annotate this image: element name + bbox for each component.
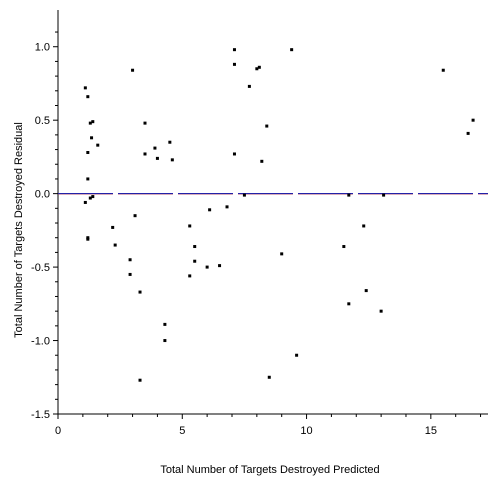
data-point <box>170 158 174 162</box>
data-point <box>364 289 368 293</box>
data-point <box>111 225 115 229</box>
data-point <box>232 48 236 52</box>
data-point <box>362 224 366 228</box>
data-point <box>128 258 132 262</box>
data-point <box>113 243 117 247</box>
y-axis-label: Total Number of Targets Destroyed Residu… <box>13 122 25 338</box>
y-tick-label: -1.0 <box>31 336 50 348</box>
data-point <box>267 375 271 379</box>
data-point <box>138 378 142 382</box>
data-point <box>133 214 137 218</box>
data-point <box>242 193 246 197</box>
data-point <box>131 68 135 72</box>
data-point <box>255 67 259 71</box>
data-point <box>466 131 470 135</box>
data-point <box>232 62 236 66</box>
data-point <box>208 208 212 212</box>
x-axis-label: Total Number of Targets Destroyed Predic… <box>160 464 379 476</box>
y-tick-label: 0.5 <box>35 115 50 127</box>
x-tick-label: 5 <box>179 425 185 437</box>
data-point <box>163 339 167 343</box>
data-point <box>91 195 95 199</box>
data-point <box>247 84 251 88</box>
data-point <box>188 274 192 278</box>
data-point <box>347 302 351 306</box>
data-point <box>90 136 94 140</box>
data-point <box>193 259 197 263</box>
data-point <box>86 95 90 99</box>
x-tick-label: 10 <box>300 425 312 437</box>
data-point <box>382 193 386 197</box>
data-point <box>205 265 209 269</box>
data-point <box>96 143 100 147</box>
data-point <box>83 86 87 90</box>
zero-reference-line <box>58 193 488 195</box>
data-point <box>86 177 90 181</box>
data-point <box>163 322 167 326</box>
axes <box>57 10 488 415</box>
y-tick-label: -0.5 <box>31 262 50 274</box>
data-point <box>91 120 95 124</box>
data-point <box>86 151 90 155</box>
data-point <box>143 121 147 125</box>
data-point <box>257 65 261 69</box>
x-tick-label: 15 <box>425 425 437 437</box>
data-point <box>188 224 192 228</box>
data-point <box>347 193 351 197</box>
tick-marks <box>53 31 482 419</box>
data-point <box>342 245 346 249</box>
x-tick-label: 0 <box>55 425 61 437</box>
data-points <box>83 48 475 382</box>
data-point <box>225 205 229 209</box>
data-point <box>168 140 172 144</box>
data-point <box>88 196 92 200</box>
data-point <box>128 272 132 276</box>
y-tick-label: 0.0 <box>35 189 50 201</box>
data-point <box>280 252 284 256</box>
data-point <box>471 118 475 122</box>
data-point <box>290 48 294 52</box>
y-tick-label: 1.0 <box>35 42 50 54</box>
data-point <box>86 237 90 241</box>
y-tick-label: -1.5 <box>31 409 50 421</box>
data-point <box>155 156 159 160</box>
data-point <box>218 264 222 268</box>
data-point <box>153 146 157 150</box>
data-point <box>260 159 264 163</box>
data-point <box>265 124 269 128</box>
data-point <box>138 290 142 294</box>
data-point <box>83 200 87 204</box>
data-point <box>441 68 445 72</box>
data-point <box>143 152 147 156</box>
data-point <box>379 309 383 313</box>
data-point <box>88 121 92 125</box>
data-point <box>193 245 197 249</box>
data-point <box>295 353 299 357</box>
data-point <box>232 152 236 156</box>
tick-labels: 0 5 10 15 -1.5 -1.0 -0.5 0.0 0.5 1.0 <box>31 42 437 437</box>
